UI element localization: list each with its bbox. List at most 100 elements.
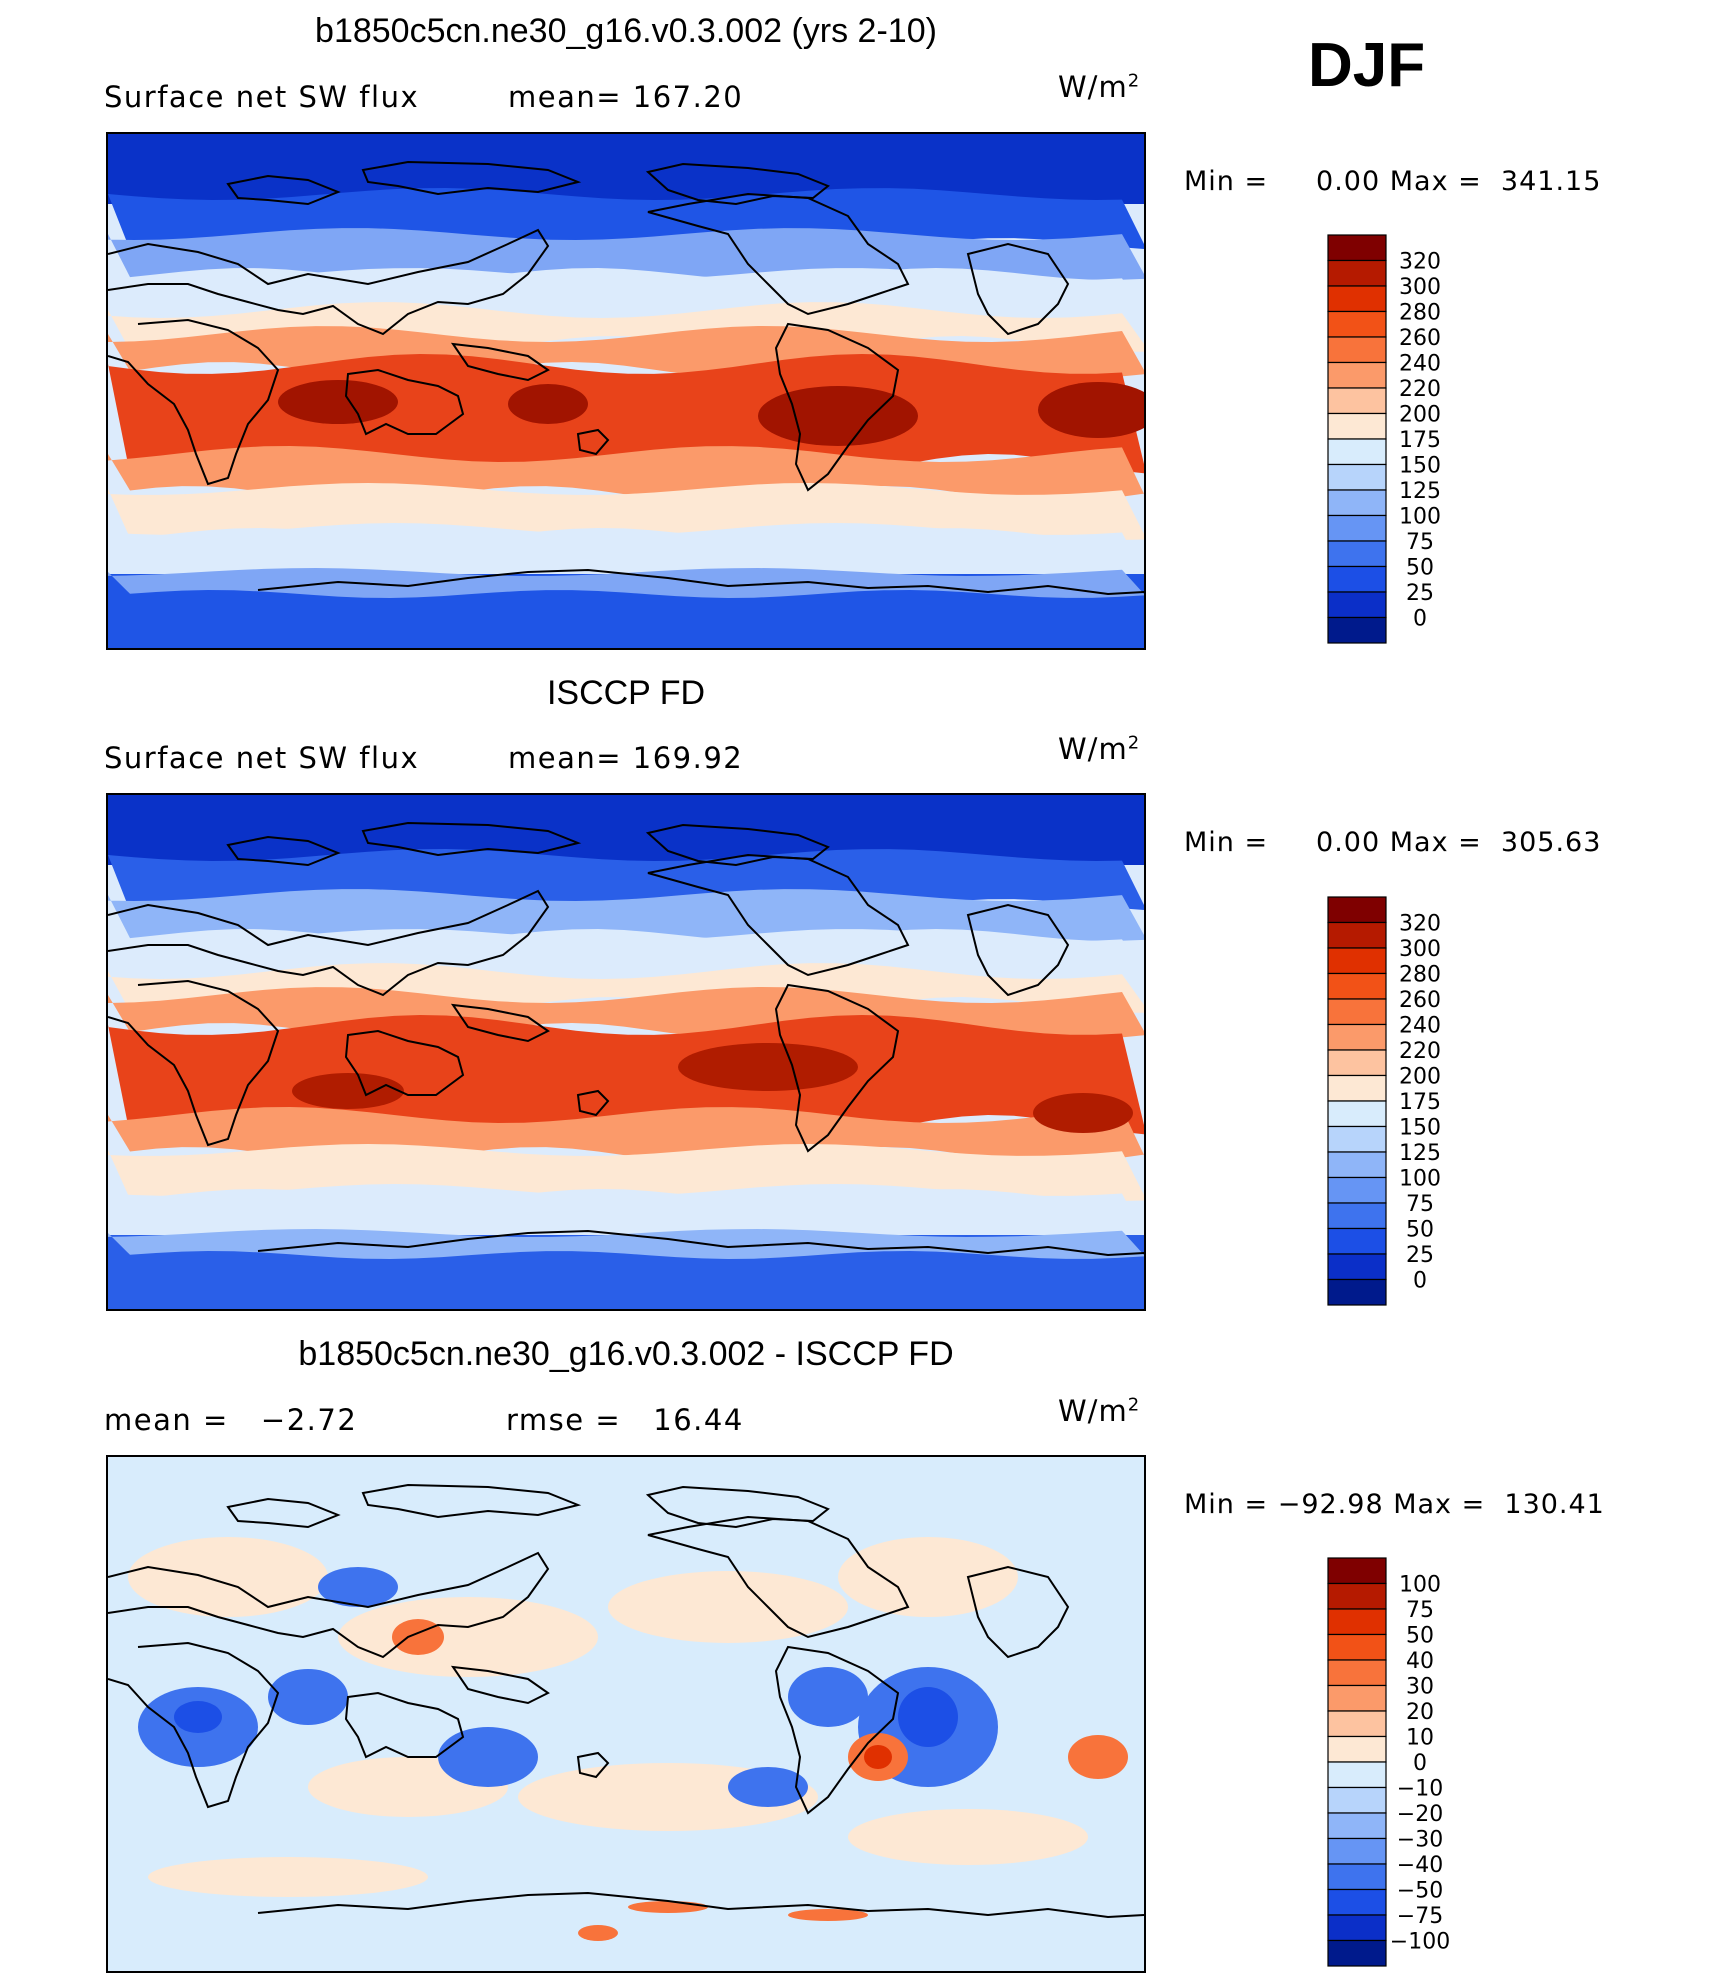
panel-1-colorbar-box — [1327, 234, 1387, 262]
panel-1-units: W/m2 — [1058, 70, 1141, 104]
panel-1-colorbar-box — [1327, 285, 1387, 313]
panel-1-minmax: Min = 0.00 Max = 341.15 — [1184, 166, 1602, 197]
panel-1-colorbar: 320 300 280 260 240 220 200 175 150 125 100 75 50 25 0 — [1326, 233, 1486, 645]
panel-3-colorbar-box — [1327, 1761, 1387, 1789]
panel-1-coastline — [576, 428, 610, 456]
panel-3-field-strong-positive-anomaly — [1068, 1735, 1128, 1779]
panel-3-colorbar-tick-label: 0 — [1413, 1751, 1427, 1776]
panel-2-field-maximum — [678, 1043, 858, 1091]
panel-3-colorbar-box — [1327, 1735, 1387, 1763]
panel-1-title: b1850c5cn.ne30_g16.v0.3.002 (yrs 2-10) — [315, 12, 937, 50]
panel-1-colorbar-tick-label: 280 — [1399, 301, 1441, 326]
panel-2-field-arctic — [108, 795, 1144, 865]
panel-2-coastline — [257, 1229, 1144, 1257]
panel-1-field-maximum — [508, 384, 588, 424]
panel-3-colorbar-tick-label: −50 — [1397, 1879, 1443, 1904]
panel-2-colorbar-tick-label: 260 — [1399, 988, 1441, 1013]
panel-2-mean-label: mean= 169.92 — [508, 741, 744, 775]
panel-3-colorbar-tick-label: 10 — [1406, 1726, 1434, 1751]
panel-1-field-maximum — [1038, 382, 1144, 438]
panel-3-colorbar-tick-label: −10 — [1397, 1777, 1443, 1802]
panel-1-colorbar-tick-label: 175 — [1399, 428, 1441, 453]
panel-1-colorbar-box — [1327, 361, 1387, 389]
panel-3-colorbar-box — [1327, 1914, 1387, 1942]
panel-3-units: W/m2 — [1058, 1394, 1141, 1428]
panel-2-colorbar-box — [1327, 921, 1387, 949]
panel-1-colorbar-box — [1327, 565, 1387, 593]
panel-3-map — [106, 1455, 1146, 1973]
panel-1-colorbar-tick-label: 300 — [1399, 275, 1441, 300]
panel-1-colorbar-box — [1327, 616, 1387, 644]
panel-2-minmax: Min = 0.00 Max = 305.63 — [1184, 827, 1602, 858]
panel-3-coastline — [774, 1645, 900, 1815]
panel-3-contour-field — [108, 1457, 1144, 1971]
panel-3-coastline — [108, 1641, 280, 1809]
panel-2-colorbar-tick-label: 125 — [1399, 1141, 1441, 1166]
panel-3-coastline — [645, 1485, 830, 1529]
panel-2-field-southern-pale — [108, 1184, 1144, 1241]
panel-2-colorbar-tick-label: 240 — [1399, 1014, 1441, 1039]
panel-2-colorbar-box — [1327, 972, 1387, 1000]
panel-3-field-strong-negative-anomaly — [898, 1687, 958, 1747]
panel-2-field-maximum — [292, 1073, 404, 1109]
panel-1-field-antarctic-edge — [108, 568, 1144, 598]
panel-3-colorbar-tick-label: −20 — [1397, 1802, 1443, 1827]
panel-1-coastline — [966, 242, 1070, 336]
panel-3-colorbar-tick-label: −75 — [1397, 1904, 1443, 1929]
panel-2-colorbar-tick-label: 100 — [1399, 1167, 1441, 1192]
panel-3-field-strong-positive-anomaly — [788, 1909, 868, 1921]
panel-1-colorbar-box — [1327, 438, 1387, 466]
panel-3-field-negative-anomaly — [268, 1669, 348, 1725]
panel-2-field-northern-cool-band — [108, 889, 1144, 941]
panel-1-coastline — [647, 192, 910, 316]
panel-3-colorbar-tick-label: 100 — [1399, 1573, 1441, 1598]
panel-1-field-maximum — [758, 386, 918, 446]
panel-3-field-strong-positive-anomaly — [628, 1901, 708, 1913]
panel-2-colorbar-tick-label: 320 — [1399, 912, 1441, 937]
panel-2-coastline — [576, 1089, 610, 1117]
panel-2-colorbar-tick-label: 25 — [1406, 1243, 1434, 1268]
panel-3-coastline — [344, 1691, 465, 1759]
panel-2-colorbar-box — [1327, 947, 1387, 975]
panel-2-colorbar-tick-label: 200 — [1399, 1065, 1441, 1090]
panel-3-colorbar-box — [1327, 1659, 1387, 1687]
panel-3-colorbar-box — [1327, 1608, 1387, 1636]
panel-3-field-strong-positive-anomaly — [578, 1925, 618, 1941]
panel-3-field-positive-anomaly — [148, 1857, 428, 1897]
panel-3-minmax: Min = −92.98 Max = 130.41 — [1184, 1489, 1605, 1520]
panel-3-coastline — [257, 1891, 1144, 1919]
panel-3-colorbar: 100 75 50 40 30 20 10 0 −10 −20 −30 −40 −50 −75 −100 — [1326, 1556, 1486, 1968]
panel-3-colorbar-tick-label: −30 — [1397, 1828, 1443, 1853]
panel-2-colorbar-tick-label: 220 — [1399, 1039, 1441, 1064]
panel-1-colorbar-box — [1327, 591, 1387, 619]
panel-2-units: W/m2 — [1058, 732, 1141, 766]
panel-3-colorbar-box — [1327, 1710, 1387, 1738]
panel-2-colorbar-box — [1327, 1253, 1387, 1281]
panel-1-colorbar-tick-label: 220 — [1399, 377, 1441, 402]
panel-2-colorbar: 320 300 280 260 240 220 200 175 150 125 100 75 50 25 0 — [1326, 895, 1486, 1307]
panel-3-colorbar-tick-label: −100 — [1390, 1930, 1450, 1955]
panel-3-rmse-label: rmse = 16.44 — [506, 1403, 744, 1437]
panel-2-coastline — [645, 823, 830, 867]
panel-2-field-maximum — [1033, 1093, 1133, 1133]
panel-2-colorbar-box — [1327, 1202, 1387, 1230]
panel-2-colorbar-box — [1327, 1023, 1387, 1051]
panel-3-colorbar-box — [1327, 1837, 1387, 1865]
panel-1-coastline — [226, 174, 341, 206]
panel-3-coastline — [966, 1565, 1070, 1659]
panel-2-colorbar-tick-label: 75 — [1406, 1192, 1434, 1217]
panel-1-coastline — [361, 160, 582, 196]
panel-1-colorbar-box — [1327, 310, 1387, 338]
panel-2-colorbar-tick-label: 175 — [1399, 1090, 1441, 1115]
panel-1-colorbar-tick-label: 75 — [1406, 530, 1434, 555]
panel-2-coastline — [361, 821, 582, 857]
panel-2-coastline — [108, 979, 280, 1147]
panel-3-field-strong-negative-anomaly — [174, 1701, 222, 1733]
panel-3-field-negative-anomaly — [788, 1667, 868, 1727]
panel-1-colorbar-box — [1327, 336, 1387, 364]
panel-2-colorbar-tick-label: 50 — [1406, 1218, 1434, 1243]
season-label: DJF — [1308, 31, 1426, 100]
panel-3-field-negative-anomaly — [438, 1727, 538, 1787]
